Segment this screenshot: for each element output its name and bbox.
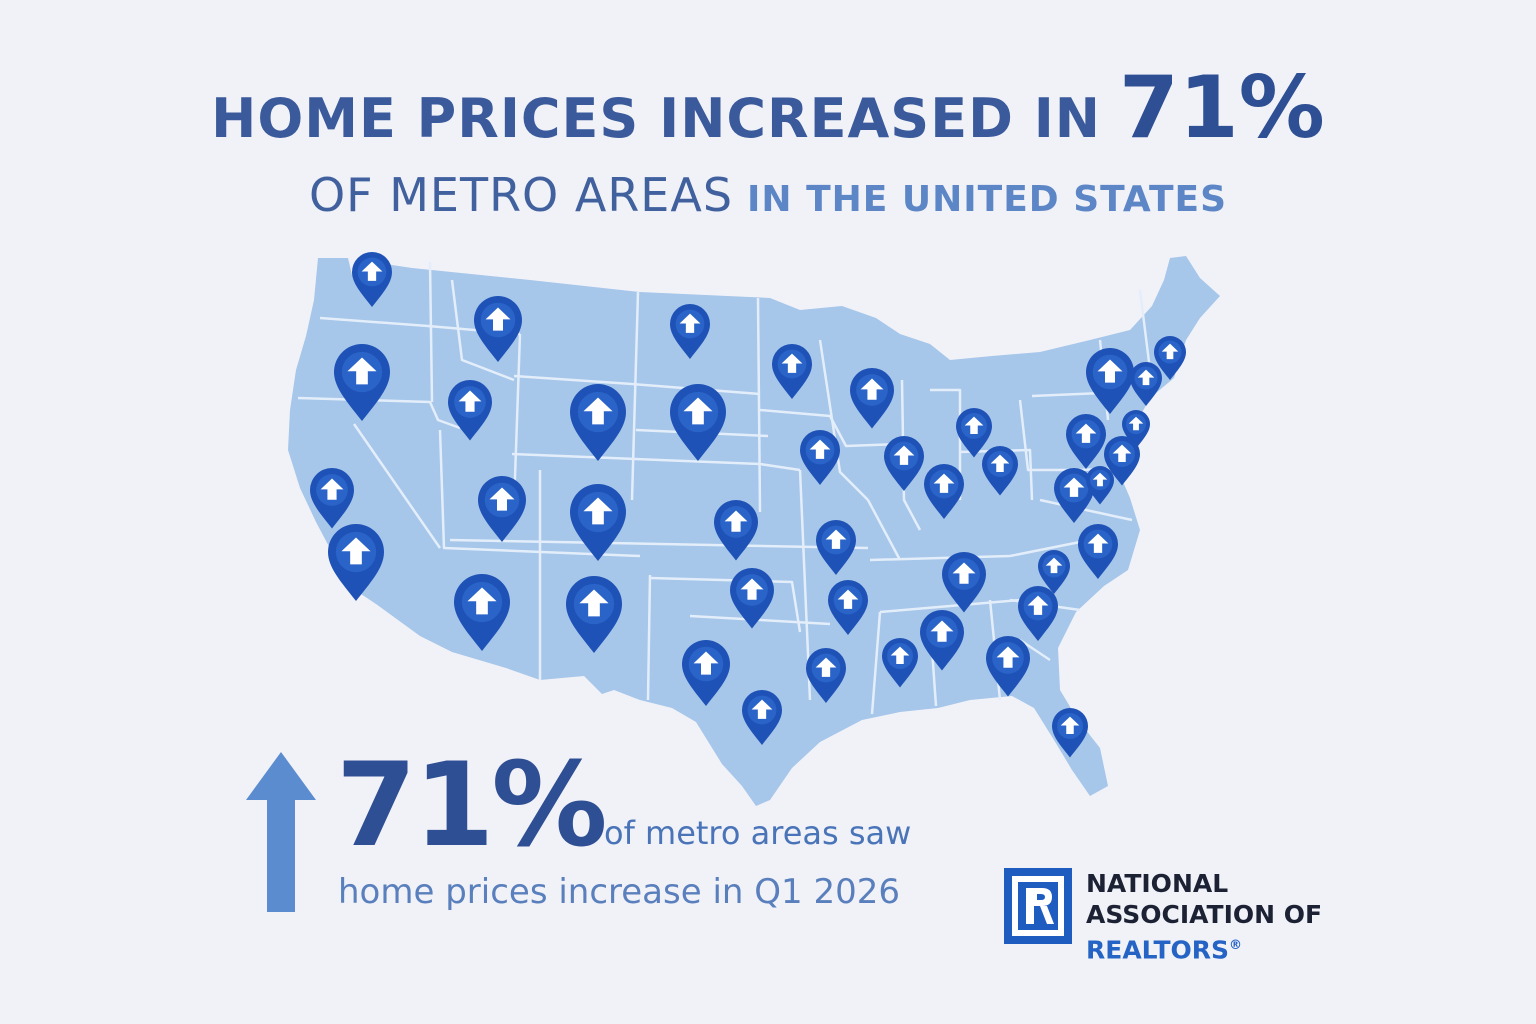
- map-pin-up-arrow-icon: [1154, 336, 1186, 380]
- map-pin-up-arrow-icon: [454, 574, 510, 651]
- map-pin-up-arrow-icon: [828, 580, 868, 635]
- map-pin-up-arrow-icon: [570, 384, 626, 461]
- stat-caption-line-2: home prices increase in Q1 2026: [338, 872, 900, 912]
- map-pin-up-arrow-icon: [670, 304, 710, 359]
- logo-line-2: ASSOCIATION OF: [1086, 900, 1323, 929]
- map-pin-up-arrow-icon: [772, 344, 812, 399]
- headline-line-2: OF METRO AREAS IN THE UNITED STATES: [0, 168, 1536, 222]
- up-arrow-icon: [246, 752, 316, 912]
- map-pin-up-arrow-icon: [310, 468, 354, 529]
- map-pin-up-arrow-icon: [986, 636, 1030, 697]
- map-pin-up-arrow-icon: [800, 430, 840, 485]
- map-pin-up-arrow-icon: [1086, 466, 1114, 505]
- map-pin-up-arrow-icon: [1066, 414, 1106, 469]
- map-pin-up-arrow-icon: [1086, 348, 1134, 414]
- realtors-logo-text: NATIONAL ASSOCIATION OF REALTORS®: [1086, 868, 1322, 965]
- registered-mark: ®: [1229, 938, 1243, 953]
- map-pin-up-arrow-icon: [730, 568, 774, 629]
- map-pin-up-arrow-icon: [816, 520, 856, 575]
- map-pin-up-arrow-icon: [328, 524, 384, 601]
- map-pin-up-arrow-icon: [1018, 586, 1058, 641]
- map-pin-up-arrow-icon: [742, 690, 782, 745]
- map-pin-up-arrow-icon: [1038, 550, 1070, 594]
- map-pin-up-arrow-icon: [1054, 468, 1094, 523]
- map-pin-up-arrow-icon: [570, 484, 626, 561]
- map-pin-up-arrow-icon: [566, 576, 622, 653]
- headline-line-1: HOME PRICES INCREASED IN 71%: [0, 58, 1536, 158]
- map-pin-up-arrow-icon: [806, 648, 846, 703]
- map-pin-up-arrow-icon: [924, 464, 964, 519]
- logo-line-3-text: REALTORS: [1086, 935, 1230, 965]
- map-pin-up-arrow-icon: [670, 384, 726, 461]
- logo-line-1: NATIONAL: [1086, 869, 1229, 898]
- headline-region: IN THE UNITED STATES: [747, 179, 1228, 220]
- map-pin-up-arrow-icon: [882, 638, 918, 688]
- stat-caption-line-1: of metro areas saw: [604, 814, 912, 852]
- map-pin-up-arrow-icon: [474, 296, 522, 362]
- map-pin-up-arrow-icon: [448, 380, 492, 441]
- map-pin-up-arrow-icon: [956, 408, 992, 458]
- headline-subtext: OF METRO AREAS: [308, 168, 734, 222]
- headline-percent: 71%: [1119, 58, 1325, 158]
- map-pin-up-arrow-icon: [1052, 708, 1088, 758]
- realtor-r-logo-icon: [1004, 868, 1072, 944]
- map-pin-up-arrow-icon: [478, 476, 526, 542]
- stat-percent: 71%: [336, 738, 608, 873]
- map-pin-up-arrow-icon: [1104, 436, 1140, 486]
- map-pin-up-arrow-icon: [850, 368, 894, 429]
- map-pin-up-arrow-icon: [884, 436, 924, 491]
- map-pin-up-arrow-icon: [352, 252, 392, 307]
- map-pin-up-arrow-icon: [920, 610, 964, 671]
- map-pin-up-arrow-icon: [1130, 362, 1162, 406]
- map-pin-up-arrow-icon: [714, 500, 758, 561]
- pins-group: [310, 252, 1186, 758]
- map-pin-up-arrow-icon: [1078, 524, 1118, 579]
- headline-text: HOME PRICES INCREASED IN: [211, 87, 1101, 150]
- map-pin-up-arrow-icon: [942, 552, 986, 613]
- map-pin-up-arrow-icon: [682, 640, 730, 706]
- logo-line-3: REALTORS®: [1086, 930, 1322, 965]
- map-pin-up-arrow-icon: [982, 446, 1018, 496]
- map-pin-up-arrow-icon: [334, 344, 390, 421]
